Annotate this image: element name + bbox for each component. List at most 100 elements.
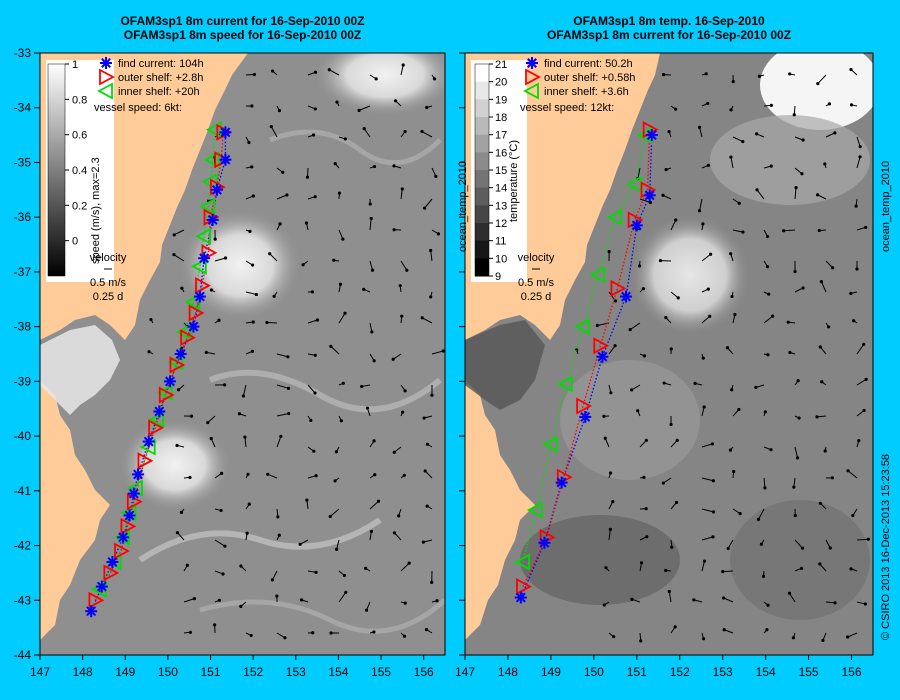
colorbar-step xyxy=(475,170,489,189)
lon-tick-label: 147 xyxy=(455,665,475,679)
right-velocity-key: velocity 0.5 m/s 0.25 d xyxy=(518,252,555,303)
lat-tick-label: -42 xyxy=(14,539,32,553)
velocity-arrow xyxy=(330,345,340,355)
legend-label: find current: 104h xyxy=(118,58,204,70)
velocity-arrow xyxy=(394,532,402,541)
legend-label: find current: 50.2h xyxy=(544,58,633,70)
velocity-arrow xyxy=(701,315,711,324)
left-frame xyxy=(39,52,446,656)
track-marker-find-current xyxy=(514,591,527,604)
track-line-red xyxy=(94,132,224,601)
velocity-arrow xyxy=(701,560,706,572)
velocity-arrow xyxy=(783,229,796,232)
legend-star-marker xyxy=(526,57,538,69)
velocity-key-title: velocity xyxy=(518,252,555,264)
lon-tick-label: 148 xyxy=(73,665,93,679)
velocity-arrow xyxy=(637,167,641,179)
velocity-arrow xyxy=(270,126,278,138)
velocity-arrow xyxy=(245,291,257,295)
velocity-arrow xyxy=(338,312,346,324)
track-marker-inner-shelf xyxy=(199,197,216,215)
colorbar-tick-label: 14 xyxy=(495,183,507,195)
velocity-arrow xyxy=(629,322,641,331)
colorbar-tick-label: 11 xyxy=(495,236,506,248)
left-velocity-key: velocity 0.5 m/s 0.25 d xyxy=(90,252,127,303)
lon-tick-label: 147 xyxy=(30,665,50,679)
track-marker-outer-shelf xyxy=(148,419,165,437)
track-marker-inner-shelf xyxy=(195,227,212,245)
track-marker-outer-shelf xyxy=(169,356,186,374)
velocity-arrow xyxy=(400,260,408,271)
velocity-arrow xyxy=(758,508,765,520)
velocity-arrow xyxy=(214,257,226,262)
colorbar-step xyxy=(475,223,489,242)
track-marker-find-current xyxy=(193,290,206,303)
track-marker-outer-shelf xyxy=(195,277,211,295)
colorbar-step xyxy=(475,64,489,83)
lat-tick-label: -34 xyxy=(14,101,32,115)
legend-label: inner shelf: +3.6h xyxy=(544,86,629,98)
velocity-arrow xyxy=(431,350,444,355)
colorbar-step xyxy=(475,240,489,259)
lon-tick-label: 153 xyxy=(286,665,306,679)
track-marker-outer-shelf xyxy=(137,452,154,470)
track-marker-find-current xyxy=(123,509,136,522)
track-marker-outer-shelf xyxy=(103,564,120,582)
velocity-arrow xyxy=(207,415,216,423)
velocity-arrow xyxy=(817,74,827,84)
right-legend: find current: 50.2h outer shelf: +0.58h in… xyxy=(520,57,635,114)
track-marker-find-current xyxy=(117,531,130,544)
track-marker-find-current xyxy=(95,580,108,593)
legend-label: outer shelf: +2.8h xyxy=(118,72,203,84)
track-marker-find-current xyxy=(85,605,98,618)
track-marker-find-current xyxy=(142,435,155,448)
velocity-arrow xyxy=(701,253,711,262)
velocity-arrow xyxy=(670,219,677,231)
velocity-arrow xyxy=(856,136,861,147)
left-title-line1: OFAM3sp1 8m current for 16-Sep-2010 00Z xyxy=(120,14,365,28)
track-marker-inner-shelf xyxy=(176,323,192,341)
velocity-arrow xyxy=(421,317,433,324)
colorbar-step xyxy=(475,205,489,224)
legend-label: outer shelf: +0.58h xyxy=(544,72,635,84)
track-marker-outer-shelf xyxy=(593,337,610,355)
velocity-arrow xyxy=(174,229,185,236)
colorbar-step xyxy=(475,117,489,136)
track-marker-find-current xyxy=(132,468,145,481)
velocity-arrow xyxy=(269,253,278,262)
track-marker-outer-shelf xyxy=(216,123,233,141)
legend-triangle-right-marker xyxy=(525,68,541,86)
velocity-key-duration: 0.25 d xyxy=(93,291,124,303)
left-title-line2: OFAM3sp1 8m speed for 16-Sep-2010 00Z xyxy=(123,28,362,42)
right-panel-side-label: ocean_temp_2010 xyxy=(457,160,469,252)
lat-tick-label: -35 xyxy=(14,155,32,169)
lat-tick-label: -41 xyxy=(14,484,32,498)
track-marker-outer-shelf xyxy=(610,279,627,297)
left-tracks xyxy=(85,121,233,618)
velocity-arrow xyxy=(794,446,799,459)
track-marker-find-current xyxy=(210,183,223,196)
track-line-blue xyxy=(520,135,653,598)
left-bass-strait-shade xyxy=(40,325,120,415)
velocity-arrow xyxy=(701,477,714,482)
lat-tick-label: -37 xyxy=(14,265,32,279)
velocity-arrow xyxy=(267,473,278,479)
right-panel-title: OFAM3sp1 8m temp. 16-Sep-2010 OFAM3sp1 8… xyxy=(465,14,873,42)
left-panel-title: OFAM3sp1 8m current for 16-Sep-2010 00Z … xyxy=(40,14,445,42)
lon-tick-label: 153 xyxy=(713,665,733,679)
track-line-green xyxy=(522,134,647,563)
track-marker-outer-shelf xyxy=(516,578,532,596)
velocity-arrow xyxy=(214,539,226,547)
velocity-arrow xyxy=(701,536,714,541)
legend-triangle-left-marker xyxy=(97,82,113,100)
velocity-arrow xyxy=(276,353,289,358)
velocity-arrow xyxy=(276,194,288,200)
lon-tick-label: 148 xyxy=(498,665,518,679)
track-marker-find-current xyxy=(645,129,658,142)
left-colorbar-label: speed (m/s), max=2.3 xyxy=(90,157,102,264)
velocity-arrow xyxy=(329,508,340,517)
track-marker-outer-shelf xyxy=(180,329,196,347)
track-marker-inner-shelf xyxy=(526,501,543,519)
track-marker-find-current xyxy=(538,536,551,549)
track-marker-inner-shelf xyxy=(557,375,573,393)
